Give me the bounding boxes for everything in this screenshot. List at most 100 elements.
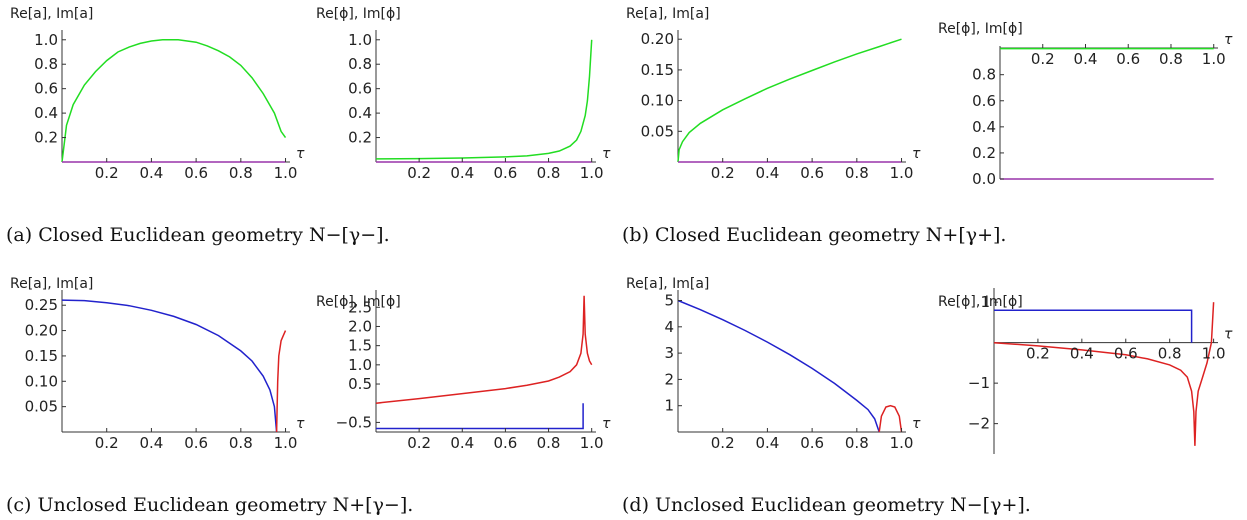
series-line-red bbox=[993, 302, 1215, 446]
x-tick-label: 1.0 bbox=[580, 164, 604, 182]
x-tick-label: 0.4 bbox=[450, 434, 474, 452]
y-tick-label: 0.10 bbox=[641, 92, 674, 110]
y-tick-label: 2 bbox=[664, 370, 674, 388]
caption-d: (d) Unclosed Euclidean geometry N−[γ+]. bbox=[622, 494, 1031, 516]
plot-a_left: 0.2 0.4 0.6 0.8 1.0 0.2 0.4 0.6 0.8 1.0 Re[a], Im[… bbox=[10, 6, 305, 182]
y-tick-label: 0.2 bbox=[34, 129, 58, 147]
x-tick-label: 0.4 bbox=[139, 164, 163, 182]
x-axis-label: τ bbox=[912, 416, 921, 432]
caption-b: (b) Closed Euclidean geometry N+[γ+]. bbox=[622, 224, 1006, 246]
y-tick-label: 0.8 bbox=[34, 55, 58, 73]
plot-c_right: 0.2 0.4 0.6 0.8 1.0−0.50.51.01.52.02.5Re[ϕ],… bbox=[316, 290, 611, 452]
y-tick-label: 1.5 bbox=[348, 337, 372, 355]
y-axis-label: Re[ϕ], Im[ϕ] bbox=[316, 6, 401, 22]
series-line-red bbox=[878, 404, 903, 433]
x-tick-label: 0.6 bbox=[493, 434, 517, 452]
y-tick-label: 0.25 bbox=[25, 296, 58, 314]
x-tick-label: 0.2 bbox=[1026, 345, 1050, 363]
y-tick-label: −0.5 bbox=[336, 413, 372, 431]
x-tick-label: 1.0 bbox=[890, 434, 914, 452]
plots-layer: 0.2 0.4 0.6 0.8 1.0 0.2 0.4 0.6 0.8 1.0 Re[a], Im[… bbox=[10, 6, 1233, 454]
x-tick-label: 1.0 bbox=[580, 434, 604, 452]
x-tick-label: 0.6 bbox=[184, 434, 208, 452]
y-tick-label: 0.4 bbox=[972, 118, 996, 136]
series-line-red bbox=[375, 295, 593, 404]
x-axis-label: τ bbox=[602, 416, 611, 432]
x-axis-label: τ bbox=[1224, 327, 1233, 343]
y-tick-label: 0.4 bbox=[34, 104, 58, 122]
x-tick-label: 0.8 bbox=[1158, 345, 1182, 363]
y-tick-label: 4 bbox=[664, 318, 674, 336]
plot-c_left: 0.2 0.4 0.6 0.8 1.0 0.05 0.10 0.15 0.20 0.25 Re[a]… bbox=[10, 276, 305, 452]
y-axis-label: Re[a], Im[a] bbox=[10, 6, 93, 22]
y-tick-label: 0.6 bbox=[34, 80, 58, 98]
x-axis-label: τ bbox=[296, 416, 305, 432]
y-tick-label: 5 bbox=[664, 292, 674, 310]
x-tick-label: 1.0 bbox=[274, 164, 298, 182]
y-tick-label: 0.10 bbox=[25, 372, 58, 390]
x-tick-label: 0.8 bbox=[537, 434, 561, 452]
y-tick-label: 0.20 bbox=[641, 30, 674, 48]
y-tick-label: 0.15 bbox=[25, 347, 58, 365]
y-tick-label: −2 bbox=[968, 415, 990, 433]
x-tick-label: 0.4 bbox=[755, 434, 779, 452]
y-tick-label: 0.0 bbox=[972, 170, 996, 188]
x-tick-label: 1.0 bbox=[1202, 50, 1226, 68]
x-tick-label: 0.8 bbox=[229, 164, 253, 182]
series-line-blue bbox=[677, 299, 880, 433]
x-tick-label: 0.6 bbox=[1114, 345, 1138, 363]
y-tick-label: 1 bbox=[664, 397, 674, 415]
y-axis-label: Re[a], Im[a] bbox=[10, 276, 93, 292]
x-tick-label: 0.4 bbox=[450, 164, 474, 182]
x-tick-label: 0.2 bbox=[407, 434, 431, 452]
x-tick-label: 0.2 bbox=[711, 434, 735, 452]
plot-a_right: 0.2 0.4 0.6 0.8 1.0 0.2 0.4 0.6 0.8 1.0 Re[ϕ], Im[… bbox=[316, 6, 611, 182]
plot-d_right: 0.2 0.4 0.6 0.8 1.0 −2 −1 1Re[ϕ], Im[ϕ] τ bbox=[938, 288, 1233, 454]
y-axis-label: Re[ϕ], Im[ϕ] bbox=[938, 294, 1023, 310]
y-tick-label: 1 bbox=[980, 293, 990, 311]
x-tick-label: 0.6 bbox=[800, 164, 824, 182]
series-line-red bbox=[275, 330, 287, 433]
y-tick-label: 0.8 bbox=[972, 66, 996, 84]
x-tick-label: 1.0 bbox=[1202, 345, 1226, 363]
y-tick-label: 0.8 bbox=[348, 55, 372, 73]
x-tick-label: 0.4 bbox=[139, 434, 163, 452]
y-tick-label: 0.4 bbox=[348, 104, 372, 122]
series-line-green bbox=[375, 39, 593, 160]
x-tick-label: 0.2 bbox=[95, 164, 119, 182]
x-axis-label: τ bbox=[602, 146, 611, 162]
x-tick-label: 1.0 bbox=[274, 434, 298, 452]
plot-b_left: 0.2 0.4 0.6 0.8 1.0 0.05 0.10 0.15 0.20 Re[a], Im… bbox=[626, 6, 921, 182]
y-tick-label: 0.2 bbox=[972, 144, 996, 162]
x-tick-label: 0.2 bbox=[95, 434, 119, 452]
y-tick-label: 0.6 bbox=[972, 92, 996, 110]
y-axis-label: Re[a], Im[a] bbox=[626, 6, 709, 22]
y-tick-label: 1.0 bbox=[348, 356, 372, 374]
series-line-blue bbox=[994, 309, 1193, 343]
x-axis-label: τ bbox=[296, 146, 305, 162]
x-tick-label: 0.2 bbox=[711, 164, 735, 182]
plot-b_right: 0.2 0.4 0.6 0.8 1.0 0.0 0.2 0.4 0.6 0.8 Re[ϕ], Im[… bbox=[938, 21, 1233, 188]
y-tick-label: 0.5 bbox=[348, 375, 372, 393]
y-tick-label: −1 bbox=[968, 374, 990, 392]
y-tick-label: 0.2 bbox=[348, 129, 372, 147]
x-tick-label: 0.6 bbox=[800, 434, 824, 452]
x-tick-label: 0.2 bbox=[407, 164, 431, 182]
y-tick-label: 2.0 bbox=[348, 317, 372, 335]
y-tick-label: 0.20 bbox=[25, 322, 58, 340]
y-tick-label: 0.6 bbox=[348, 80, 372, 98]
x-tick-label: 0.6 bbox=[1116, 50, 1140, 68]
x-axis-label: τ bbox=[1224, 32, 1233, 48]
y-tick-label: 0.15 bbox=[641, 61, 674, 79]
x-tick-label: 0.4 bbox=[1070, 345, 1094, 363]
y-tick-label: 1.0 bbox=[348, 31, 372, 49]
x-tick-label: 0.4 bbox=[1074, 50, 1098, 68]
series-line-green bbox=[677, 38, 902, 163]
x-tick-label: 0.6 bbox=[184, 164, 208, 182]
y-tick-label: 0.05 bbox=[641, 122, 674, 140]
x-tick-label: 0.8 bbox=[845, 164, 869, 182]
x-tick-label: 0.8 bbox=[537, 164, 561, 182]
y-tick-label: 1.0 bbox=[34, 31, 58, 49]
x-tick-label: 0.4 bbox=[755, 164, 779, 182]
